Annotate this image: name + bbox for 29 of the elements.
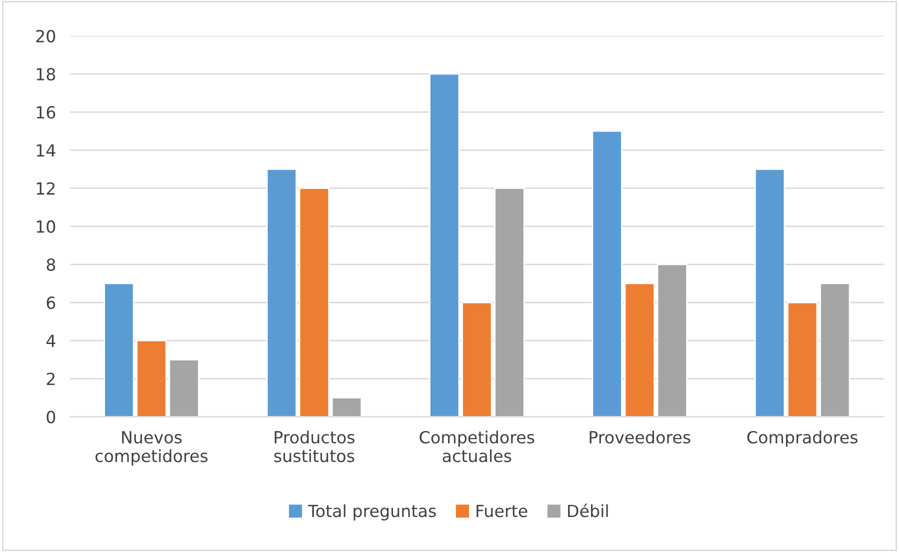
x-tick-label: Competidores actuales [420,430,534,462]
bar [429,73,460,417]
bar [331,397,362,417]
y-tick-label: 0 [46,410,56,424]
y-tick-label: 4 [46,334,56,347]
x-tick-label: Productos sustitutos [274,430,354,462]
x-tick-label: Nuevos competidores [96,431,208,466]
legend-label: Fuerte [476,504,528,518]
y-tick-label: 14 [36,144,56,156]
bar [656,264,688,417]
bar [754,168,786,417]
y-tick-label: 8 [46,258,56,271]
bar [624,282,655,417]
bar [820,282,850,417]
y-tick-label: 16 [36,106,56,119]
y-tick-label: 6 [46,296,56,310]
y-tick-label: 12 [36,182,55,195]
y-tick-label: 18 [36,68,56,81]
bar [592,130,622,417]
bar [266,168,297,417]
legend-label: Total preguntas [308,504,436,520]
y-tick-label: 20 [36,30,56,42]
y-tick-label: 2 [46,372,55,386]
x-tick-label: Proveedores [590,430,690,444]
bar [298,188,330,417]
bar [787,302,818,417]
legend-label: Débil [568,504,608,518]
x-tick-label: Compradores [747,430,858,447]
y-tick-label: 10 [36,220,56,233]
